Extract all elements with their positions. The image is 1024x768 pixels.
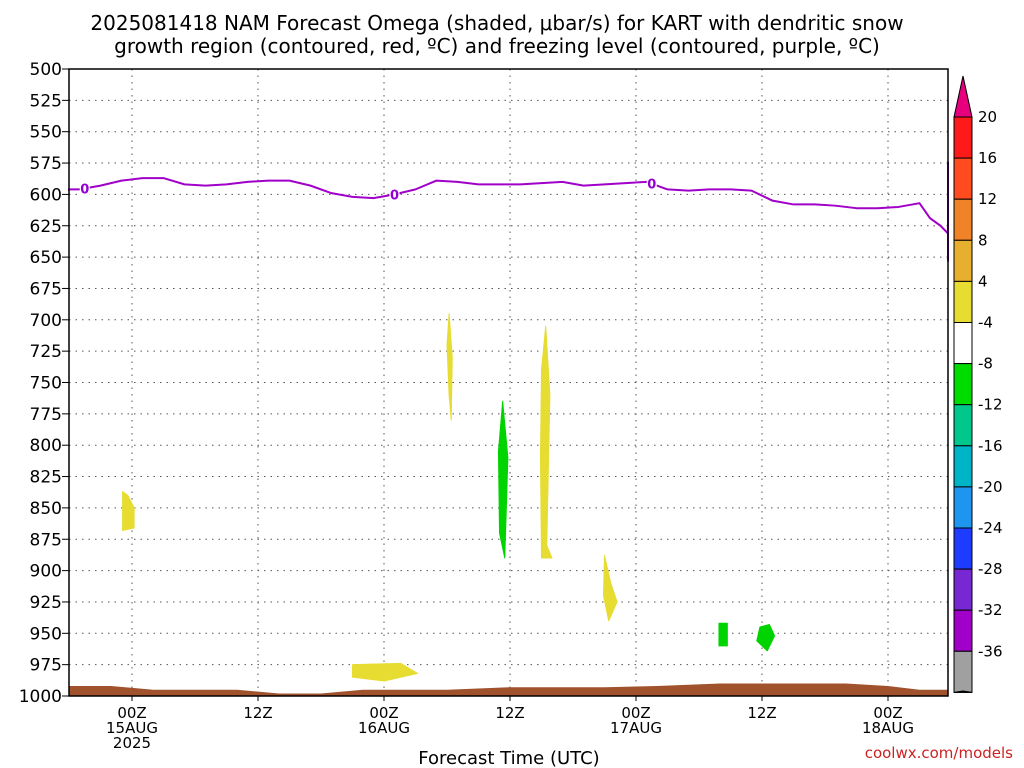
colorbar-swatch [953, 609, 973, 652]
y-tick-label: 950 [30, 624, 62, 644]
colorbar-swatch [953, 280, 973, 323]
colorbar-swatch [953, 157, 973, 200]
chart-title-line-1: 2025081418 NAM Forecast Omega (shaded, μ… [90, 11, 903, 35]
y-tick-label: 775 [30, 405, 62, 425]
x-tick-label: 00Z [369, 704, 398, 722]
colorbar-label: 16 [978, 149, 997, 167]
omega-region [352, 662, 419, 682]
x-tick-label: 00Z [621, 704, 650, 722]
omega-region [122, 491, 135, 531]
y-tick-label: 525 [30, 91, 62, 111]
y-tick-label: 1000 [19, 687, 62, 707]
colorbar-label: -24 [978, 519, 1003, 537]
colorbar-swatch [953, 322, 973, 365]
chart-title-line-2: growth region (contoured, red, ºC) and f… [114, 34, 880, 58]
omega-region [497, 400, 509, 559]
x-tick-label: 12Z [495, 704, 524, 722]
colorbar-label: -20 [978, 478, 1003, 496]
colorbar-label: 12 [978, 190, 997, 208]
freezing-level-label: 0 [80, 182, 89, 197]
colorbar-label: -32 [978, 601, 1003, 619]
colorbar-swatch [953, 650, 973, 693]
colorbar-label: -12 [978, 396, 1003, 414]
x-tick-label: 2025 [113, 734, 151, 752]
surface-terrain [69, 683, 948, 696]
colorbar-label: 4 [978, 272, 988, 290]
colorbar-swatch [953, 116, 973, 159]
omega-shading [68, 313, 776, 682]
y-tick-label: 725 [30, 342, 62, 362]
omega-region [539, 325, 553, 559]
y-tick-label: 975 [30, 656, 62, 676]
freezing-level-label: 0 [647, 178, 656, 193]
colorbar-swatch [953, 486, 973, 529]
colorbar-top-arrow [953, 75, 973, 118]
y-tick-label: 825 [30, 468, 62, 488]
x-tick-label: 16AUG [358, 719, 410, 737]
pressure-axis: 500 525 550 575 600 625 650 675 700 725 750 775 800 8… [19, 60, 69, 707]
freezing-level-contour: 0 0 0 [68, 161, 949, 262]
freezing-level-label: 0 [390, 188, 399, 203]
y-tick-label: 600 [30, 185, 62, 205]
y-tick-label: 500 [30, 60, 62, 80]
colorbar-label: 8 [978, 231, 988, 249]
contour-label-bg [646, 175, 657, 191]
colorbar-swatch [953, 239, 973, 282]
y-tick-label: 675 [30, 279, 62, 299]
colorbar-swatch [953, 445, 973, 488]
plot-frame [68, 68, 949, 697]
y-tick-label: 550 [30, 123, 62, 143]
x-tick-label: 15AUG [106, 719, 158, 737]
y-tick-label: 750 [30, 374, 62, 394]
colorbar-label: -16 [978, 437, 1003, 455]
x-tick-label: 00Z [117, 704, 146, 722]
y-tick-label: 850 [30, 499, 62, 519]
contour-label-bg [79, 180, 90, 196]
colorbar-swatch [953, 198, 973, 241]
colorbar-label: -36 [978, 642, 1003, 660]
contour-label-bg [389, 186, 400, 202]
x-axis-title: Forecast Time (UTC) [418, 748, 599, 768]
colorbar-legend: 20 16 12 8 4 -4 -8 -12 -16 -20 -24 -28 -32 -36 [953, 75, 1003, 693]
colorbar-swatch [953, 527, 973, 570]
y-tick-label: 875 [30, 530, 62, 550]
x-tick-label: 00Z [873, 704, 902, 722]
y-tick-label: 575 [30, 154, 62, 174]
colorbar-swatch [953, 363, 973, 406]
x-tick-label: 12Z [243, 704, 272, 722]
colorbar-label: -4 [978, 314, 993, 332]
colorbar-swatch [953, 404, 973, 447]
y-tick-label: 700 [30, 311, 62, 331]
credit-text: coolwx.com/models [865, 744, 1013, 762]
omega-region [756, 624, 776, 652]
surface-terrain-fill [69, 683, 948, 696]
x-tick-label: 17AUG [610, 719, 662, 737]
x-tick-label: 12Z [747, 704, 776, 722]
omega-region [602, 555, 618, 622]
colorbar-label: -28 [978, 560, 1003, 578]
omega-region [446, 313, 453, 421]
freezing-level-line [68, 161, 949, 262]
y-tick-label: 900 [30, 562, 62, 582]
colorbar-label: 20 [978, 108, 997, 126]
colorbar-label: -8 [978, 355, 993, 373]
y-tick-label: 625 [30, 217, 62, 237]
y-tick-label: 925 [30, 593, 62, 613]
omega-region [718, 622, 728, 647]
plot-grid [69, 69, 948, 696]
colorbar-swatch [953, 568, 973, 611]
colorbar-bottom-arrow [953, 690, 973, 693]
y-tick-label: 800 [30, 436, 62, 456]
y-tick-label: 650 [30, 248, 62, 268]
x-tick-label: 18AUG [862, 719, 914, 737]
